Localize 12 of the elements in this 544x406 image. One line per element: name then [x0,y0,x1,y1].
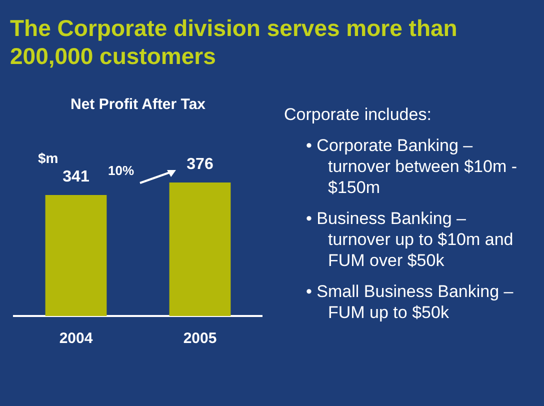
text: • Small Business Banking – FUM up to $50k [306,281,514,323]
data-label: 341 [62,168,90,186]
text: 10% [108,163,134,178]
chart-subtitle: Net Profit After Tax [70,96,206,114]
y-axis-title: $m [38,150,58,166]
data-label: 376 [186,156,214,173]
chart-title: The Corporate division serves more than 200,000 customers [10,14,458,70]
text: • Business Banking – turnover up to $10m and FUM over $50k [306,208,514,271]
x-tick-label: 2005 [183,330,217,348]
text: Corporate includes: [284,104,432,125]
text: • Corporate Banking – turnover between $10m - $150m [306,135,518,198]
x-tick-label: 2004 [59,330,94,348]
